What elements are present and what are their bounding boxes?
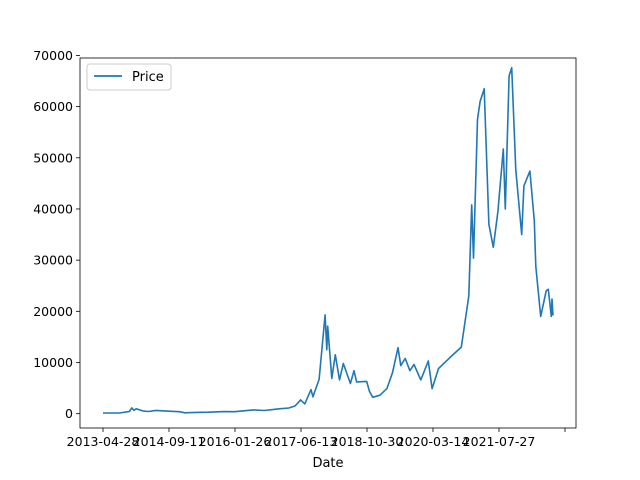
legend-price-label: Price: [132, 70, 164, 85]
x-axis-label: Date: [312, 456, 343, 471]
x-tick-label: 2020-03-14: [397, 434, 470, 449]
y-axis: 0 10000 20000 30000 40000 50000 60000 70000: [33, 48, 80, 421]
y-tick-label: 10000: [33, 355, 73, 370]
y-tick-label: 70000: [33, 48, 73, 63]
x-tick-label: 2013-04-28: [67, 434, 140, 449]
series-price-line: [103, 66, 554, 414]
y-tick-label: 40000: [33, 201, 73, 216]
x-tick-label: 2016-01-26: [199, 434, 272, 449]
x-tick-label: 2014-09-11: [133, 434, 206, 449]
y-tick-label: 20000: [33, 304, 73, 319]
legend-box: [86, 63, 172, 91]
y-tick-label: 60000: [33, 99, 73, 114]
x-tick-label: 2018-10-30: [331, 434, 404, 449]
legend: Price: [86, 63, 172, 91]
plot-frame: [79, 57, 577, 429]
x-tick-label: 2017-06-13: [265, 434, 338, 449]
plot-area: [80, 58, 576, 428]
y-tick-label: 30000: [33, 253, 73, 268]
x-tick-label: 2021-07-27: [463, 434, 536, 449]
y-tick-label: 50000: [33, 150, 73, 165]
x-axis: 2013-04-282014-09-112016-01-262017-06-13…: [67, 428, 566, 449]
y-tick-label: 0: [65, 406, 73, 421]
